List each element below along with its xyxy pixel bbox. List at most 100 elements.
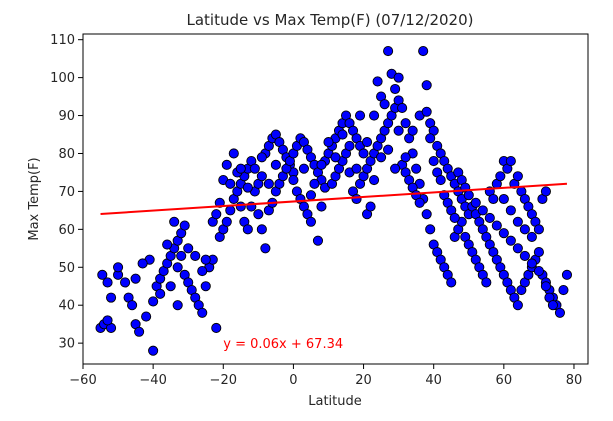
data-point bbox=[214, 197, 225, 208]
data-point bbox=[200, 281, 211, 292]
data-point bbox=[540, 186, 551, 197]
data-point bbox=[393, 125, 404, 136]
data-point bbox=[183, 243, 194, 254]
data-point bbox=[305, 216, 317, 227]
data-point bbox=[263, 178, 274, 189]
data-point bbox=[260, 243, 271, 254]
data-point bbox=[179, 220, 190, 231]
data-point bbox=[221, 159, 232, 170]
data-point bbox=[305, 190, 317, 201]
data-point bbox=[397, 102, 408, 114]
data-point bbox=[127, 300, 138, 311]
data-point bbox=[256, 224, 267, 235]
data-point bbox=[162, 239, 173, 250]
data-point bbox=[309, 178, 320, 189]
data-point bbox=[512, 243, 523, 254]
data-point bbox=[390, 163, 401, 174]
data-point bbox=[383, 144, 394, 155]
data-point bbox=[253, 209, 264, 220]
data-point bbox=[200, 254, 211, 265]
data-point bbox=[354, 110, 366, 121]
data-point bbox=[102, 315, 113, 326]
data-point bbox=[470, 197, 481, 208]
x-tick-label: 40 bbox=[425, 373, 442, 388]
regression-equation-label: y = 0.06x + 67.34 bbox=[223, 337, 343, 352]
data-point bbox=[97, 269, 108, 280]
data-point bbox=[225, 205, 236, 216]
data-point bbox=[298, 163, 309, 174]
data-point bbox=[337, 129, 348, 140]
x-tick-label: 20 bbox=[355, 373, 372, 388]
data-point bbox=[547, 300, 558, 311]
data-point bbox=[379, 99, 390, 110]
data-point bbox=[533, 247, 544, 258]
x-tick-label: 60 bbox=[496, 373, 513, 388]
data-point bbox=[113, 262, 124, 273]
data-point bbox=[165, 281, 176, 292]
data-point bbox=[369, 110, 380, 121]
data-point bbox=[488, 193, 499, 205]
data-point bbox=[228, 148, 239, 159]
y-tick-label: 70 bbox=[58, 185, 75, 200]
data-point bbox=[491, 220, 502, 231]
data-point bbox=[211, 322, 222, 334]
data-point bbox=[172, 262, 183, 273]
data-point bbox=[365, 201, 376, 212]
data-point bbox=[463, 190, 474, 201]
x-tick-label: −60 bbox=[69, 373, 96, 388]
data-point bbox=[519, 224, 530, 235]
y-axis-ticks: 30 40 50 60 70 80 90 100 110 bbox=[50, 33, 83, 352]
data-point bbox=[351, 193, 362, 205]
data-point bbox=[288, 174, 299, 186]
data-point bbox=[130, 273, 141, 284]
data-point bbox=[197, 266, 208, 277]
data-point bbox=[106, 292, 117, 303]
data-point bbox=[148, 296, 159, 307]
data-point bbox=[421, 209, 432, 220]
y-tick-label: 80 bbox=[58, 147, 75, 162]
data-point bbox=[512, 300, 523, 311]
data-point bbox=[425, 224, 436, 235]
data-point bbox=[435, 174, 446, 186]
x-tick-label: −40 bbox=[139, 373, 166, 388]
data-point bbox=[369, 174, 380, 186]
data-point bbox=[400, 118, 411, 129]
data-point bbox=[400, 152, 411, 163]
data-point bbox=[323, 137, 334, 148]
data-point bbox=[134, 326, 145, 337]
data-point bbox=[498, 228, 509, 239]
data-point bbox=[351, 163, 362, 174]
y-tick-label: 30 bbox=[58, 337, 75, 352]
data-point bbox=[172, 300, 183, 311]
data-point bbox=[256, 152, 267, 163]
y-tick-label: 100 bbox=[50, 71, 75, 86]
plot-frame bbox=[82, 33, 589, 365]
data-point bbox=[225, 178, 236, 189]
data-point bbox=[554, 307, 565, 318]
chart-title: Latitude vs Max Temp(F) (07/12/2020) bbox=[187, 11, 474, 29]
y-tick-label: 40 bbox=[58, 299, 75, 314]
data-point bbox=[526, 231, 537, 242]
data-point bbox=[446, 277, 457, 288]
x-axis-title: Latitude bbox=[308, 394, 362, 409]
data-point bbox=[526, 258, 537, 269]
data-point bbox=[316, 201, 327, 212]
data-point bbox=[137, 258, 148, 269]
data-point bbox=[533, 266, 544, 277]
data-point bbox=[221, 216, 232, 227]
data-point bbox=[533, 224, 544, 235]
data-point bbox=[484, 212, 495, 224]
data-point bbox=[540, 281, 551, 292]
data-point bbox=[235, 163, 246, 174]
data-point bbox=[481, 277, 492, 288]
x-tick-label: −20 bbox=[210, 373, 237, 388]
data-point bbox=[407, 125, 418, 136]
data-point bbox=[376, 152, 387, 163]
data-point bbox=[242, 182, 253, 193]
regression-line bbox=[100, 182, 568, 216]
data-point bbox=[141, 311, 152, 322]
data-point bbox=[505, 205, 516, 216]
data-point bbox=[477, 205, 488, 216]
data-point bbox=[414, 197, 425, 208]
